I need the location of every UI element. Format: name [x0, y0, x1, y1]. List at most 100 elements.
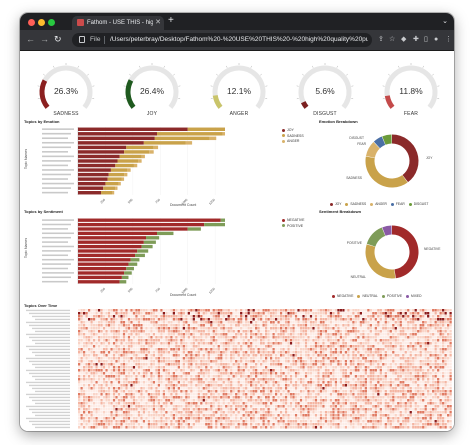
legend-item[interactable]: FEAR	[390, 202, 405, 206]
heatmap-cell	[432, 339, 435, 342]
heatmap-cell	[135, 330, 138, 333]
heatmap-cell	[170, 354, 173, 357]
heatmap-cell	[384, 366, 387, 369]
tab-search-icon[interactable]: ⌄	[442, 18, 448, 25]
heatmap-cell	[197, 330, 200, 333]
share-icon[interactable]: ⇪	[378, 36, 384, 43]
heatmap-cell	[225, 315, 228, 318]
heatmap-cell	[247, 381, 250, 384]
heatmap-cell	[97, 372, 101, 375]
legend-item[interactable]: NEUTRAL	[357, 294, 378, 298]
legend-item[interactable]: NEGATIVE	[332, 294, 353, 298]
minimize-window-button[interactable]	[38, 19, 45, 26]
legend-item[interactable]: JOY	[330, 202, 341, 206]
heatmap-cell	[130, 351, 133, 354]
heatmap-cell	[180, 360, 183, 363]
heatmap-row-label	[35, 354, 70, 357]
maximize-window-button[interactable]	[48, 19, 55, 26]
heatmap-cell	[165, 354, 168, 357]
heatmap-cell	[272, 351, 275, 354]
heatmap-cell	[215, 315, 218, 318]
heatmap-cell	[242, 378, 245, 381]
url-text[interactable]: /Users/peterbray/Desktop/Fathom%20-%20US…	[110, 36, 368, 43]
heatmap-cell	[277, 327, 280, 330]
forward-button[interactable]: →	[40, 34, 49, 44]
heatmap-cell	[272, 321, 275, 324]
heatmap-cell	[369, 330, 372, 333]
heatmap-cell	[152, 345, 156, 348]
legend-item[interactable]: ANGER	[370, 202, 387, 206]
heatmap-cell	[284, 342, 288, 345]
heatmap-cell	[177, 366, 180, 369]
heatmap-cell	[322, 309, 325, 312]
legend-item[interactable]: NEGATIVE	[282, 218, 304, 222]
heatmap-cell	[344, 333, 348, 336]
heatmap-cell	[412, 393, 415, 396]
heatmap-cell	[162, 327, 166, 330]
category-label	[42, 263, 71, 265]
legend-item[interactable]: JOY	[282, 128, 304, 132]
heatmap-cell	[97, 309, 101, 312]
bookmark-star-icon[interactable]: ☆	[389, 36, 396, 43]
legend-item[interactable]: ANGER	[282, 139, 304, 143]
heatmap-cell	[317, 393, 320, 396]
heatmap-cell	[237, 315, 240, 318]
heatmap-cell	[212, 351, 215, 354]
extensions-puzzle-icon[interactable]: ✚	[413, 36, 419, 43]
heatmap-cell	[272, 327, 275, 330]
gauge-value: 12.1%	[226, 86, 252, 96]
heatmap-cell	[309, 384, 313, 387]
heatmap-cell	[182, 351, 185, 354]
extension-icon[interactable]: ◆	[401, 36, 407, 43]
new-tab-button[interactable]: +	[168, 15, 174, 26]
heatmap-cell	[245, 381, 248, 384]
back-button[interactable]: ←	[26, 34, 35, 44]
legend-item[interactable]: SADNESS	[345, 202, 366, 206]
heatmap-cell	[262, 357, 265, 360]
heatmap-cell	[432, 369, 435, 372]
heatmap-cell	[427, 327, 430, 330]
heatmap-cell	[329, 384, 333, 387]
heatmap-cell	[404, 399, 407, 402]
heatmap-cell	[82, 315, 86, 318]
heatmap-cell	[120, 390, 123, 393]
heatmap-cell	[127, 360, 131, 363]
profile-icon[interactable]: ●	[434, 36, 439, 43]
heatmap-cell	[307, 351, 310, 354]
heatmap-cell	[352, 315, 355, 318]
heatmap-cell	[185, 372, 188, 375]
heatmap-cell	[185, 363, 188, 366]
heatmap-cell	[150, 384, 153, 387]
close-tab-icon[interactable]: ✕	[155, 19, 161, 26]
heatmap-cell	[142, 333, 146, 336]
address-bar[interactable]: File /Users/peterbray/Desktop/Fathom%20-…	[72, 33, 372, 47]
heatmap-cell	[332, 360, 335, 363]
legend-item[interactable]: POSITIVE	[282, 224, 304, 228]
menu-kebab-icon[interactable]: ⋮	[445, 36, 452, 43]
heatmap-cell	[299, 321, 303, 324]
legend-item[interactable]: DISGUST	[408, 202, 428, 206]
legend-item[interactable]: POSITIVE	[381, 294, 402, 298]
heatmap-cell	[407, 309, 410, 312]
heatmap-cell	[307, 354, 310, 357]
heatmap-cell	[245, 315, 248, 318]
sidebar-icon[interactable]: ▯	[424, 36, 428, 43]
legend-item[interactable]: SADNESS	[282, 134, 304, 138]
legend-item[interactable]: MIXED	[406, 294, 422, 298]
heatmap-cell	[304, 327, 308, 330]
heatmap-cell	[180, 348, 183, 351]
heatmap-cell	[100, 399, 103, 402]
heatmap-cell	[212, 378, 215, 381]
browser-tab[interactable]: Fathom - USE THIS - high qua ✕	[72, 16, 164, 30]
heatmap-cell	[137, 384, 141, 387]
heatmap-cell	[112, 363, 116, 366]
heatmap-cell	[379, 399, 382, 402]
close-window-button[interactable]	[28, 19, 35, 26]
heatmap-cell	[357, 372, 360, 375]
heatmap-cell	[427, 312, 430, 315]
heatmap-cell	[185, 399, 188, 402]
heatmap-cell	[105, 330, 108, 333]
heatmap-cell	[207, 375, 210, 378]
reload-button[interactable]: ↻	[54, 34, 62, 44]
heatmap-cell	[140, 309, 143, 312]
